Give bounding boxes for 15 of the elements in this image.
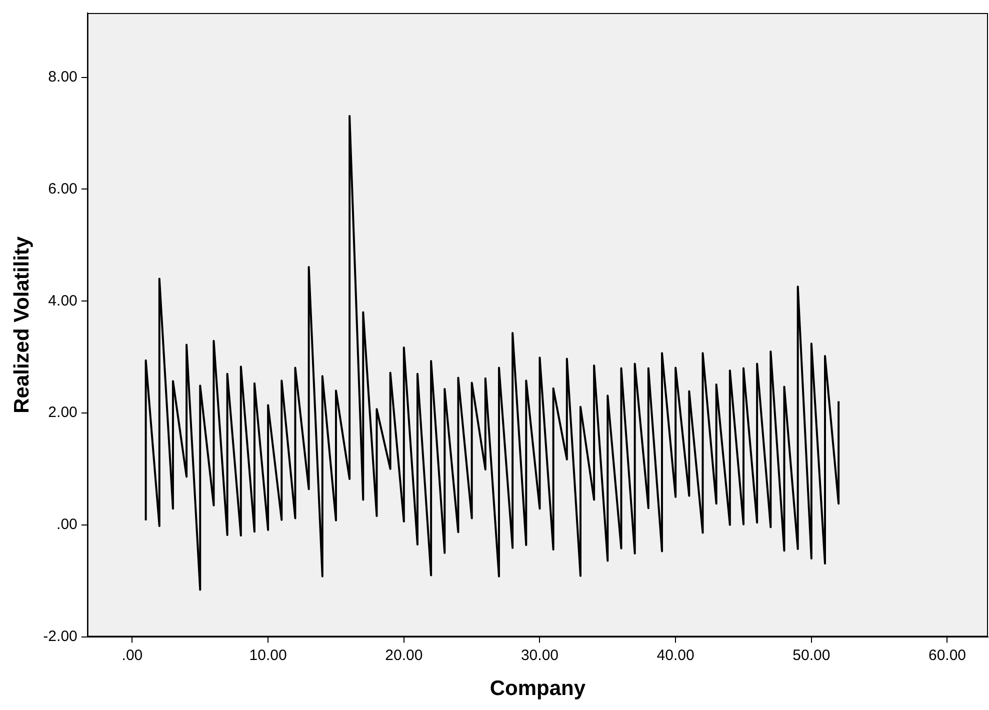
y-axis-title: Realized Volatility xyxy=(10,236,34,414)
y-tick-label: -2.00 xyxy=(43,628,78,645)
x-tick-label: 10.00 xyxy=(249,646,287,664)
x-tick-label: 40.00 xyxy=(656,646,694,664)
x-axis-title: Company xyxy=(490,677,586,700)
x-tick-label: 30.00 xyxy=(520,646,559,664)
y-tick-label: 2.00 xyxy=(48,404,78,422)
y-tick-label: 8.00 xyxy=(48,68,78,86)
x-tick-label: 60.00 xyxy=(928,646,966,664)
x-tick-label: .00 xyxy=(122,646,143,664)
y-tick-label: 6.00 xyxy=(48,180,78,198)
x-tick-label: 50.00 xyxy=(792,646,830,664)
y-tick-label: 4.00 xyxy=(48,292,78,310)
x-tick-label: 20.00 xyxy=(385,646,423,664)
y-tick-label: .00 xyxy=(56,516,78,534)
